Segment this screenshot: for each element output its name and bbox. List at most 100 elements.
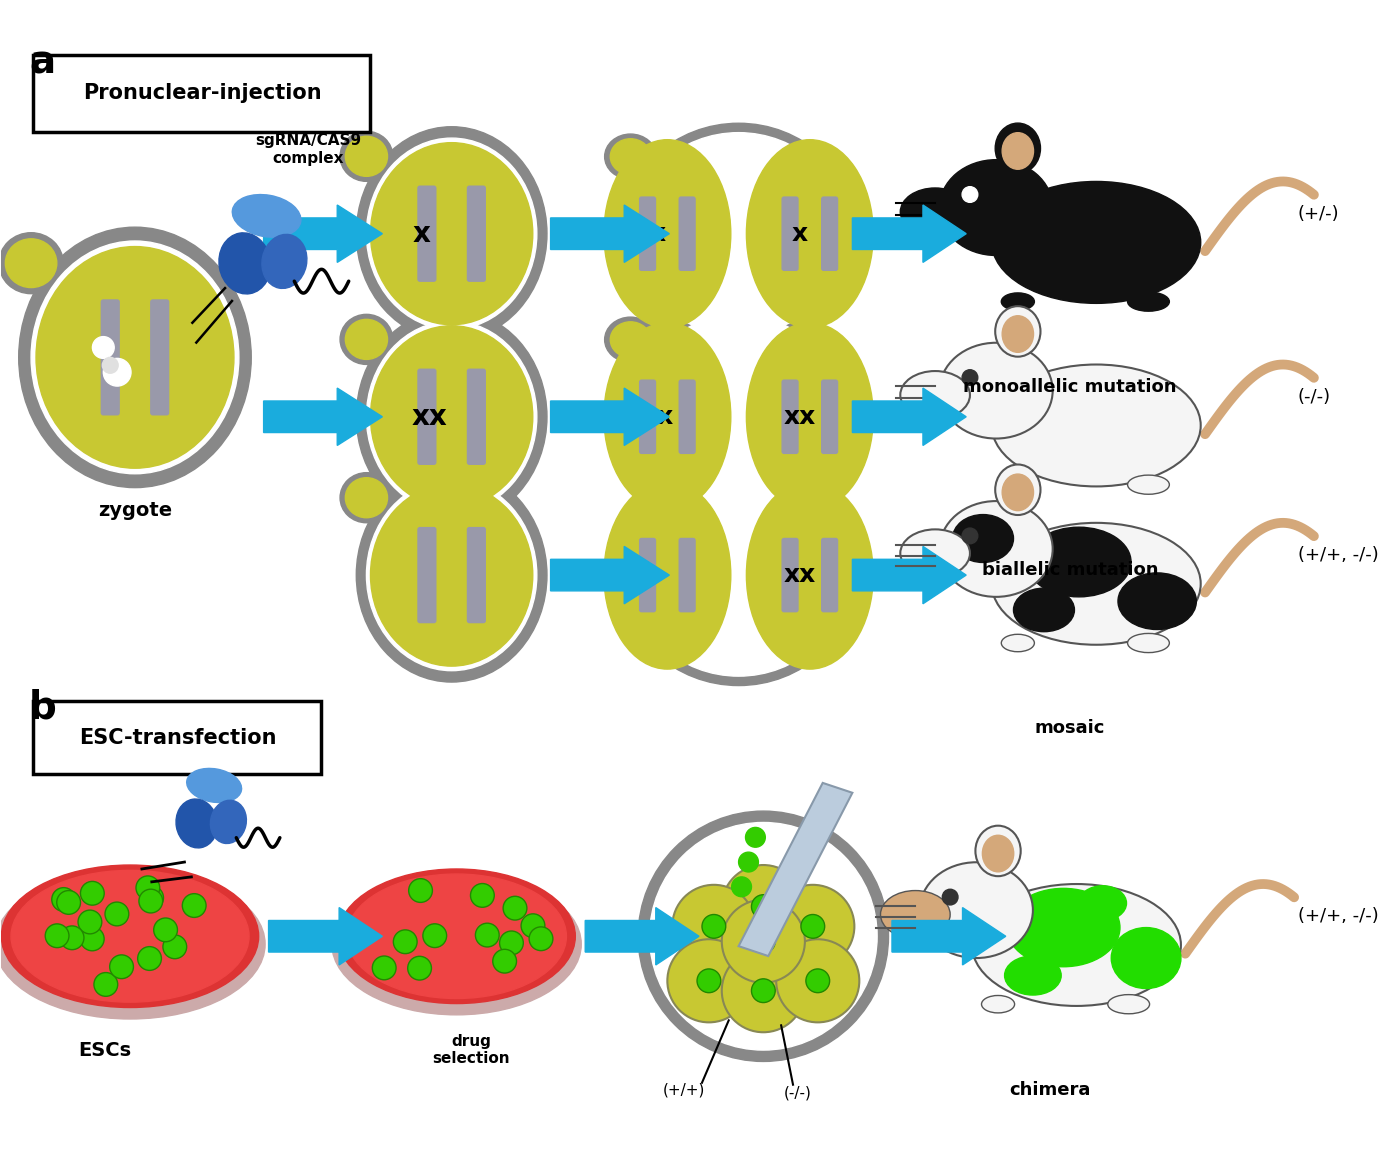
Ellipse shape [939,501,1053,596]
Text: x: x [413,219,431,247]
Circle shape [81,881,105,906]
FancyBboxPatch shape [33,55,371,132]
Ellipse shape [631,316,847,518]
Circle shape [183,894,206,917]
FancyBboxPatch shape [467,527,485,622]
Text: zygote: zygote [98,502,172,520]
Circle shape [60,925,84,950]
FancyArrow shape [551,205,670,263]
Ellipse shape [1002,476,1034,494]
Ellipse shape [721,900,805,983]
Ellipse shape [1007,888,1120,966]
Ellipse shape [604,134,656,180]
Circle shape [492,949,516,973]
FancyArrow shape [852,546,967,603]
Ellipse shape [982,995,1014,1013]
Ellipse shape [776,939,859,1022]
FancyBboxPatch shape [679,538,695,612]
FancyBboxPatch shape [822,197,837,271]
Ellipse shape [340,131,393,181]
Text: biallelic mutation: biallelic mutation [982,561,1158,579]
Circle shape [140,886,163,909]
Ellipse shape [211,801,247,844]
Ellipse shape [604,317,656,362]
Circle shape [963,370,978,385]
Circle shape [103,358,131,386]
Ellipse shape [371,326,533,508]
Ellipse shape [1108,994,1149,1014]
Ellipse shape [650,823,877,1050]
Circle shape [752,929,776,953]
Ellipse shape [332,874,582,1015]
Text: (-/-): (-/-) [784,1085,812,1100]
Ellipse shape [371,484,533,666]
Ellipse shape [340,314,393,364]
Ellipse shape [621,464,857,685]
Ellipse shape [667,939,751,1022]
Ellipse shape [604,323,731,511]
Circle shape [423,924,446,948]
Ellipse shape [187,768,241,803]
Ellipse shape [995,123,1041,174]
Ellipse shape [721,949,805,1033]
Circle shape [745,827,766,847]
Circle shape [372,956,396,980]
Text: xx: xx [642,405,674,428]
Circle shape [93,972,117,997]
Ellipse shape [1112,928,1182,988]
Ellipse shape [995,464,1041,515]
Ellipse shape [992,181,1201,303]
Ellipse shape [219,233,271,294]
Text: xx: xx [784,405,816,428]
Ellipse shape [1002,316,1034,352]
Ellipse shape [1127,292,1169,312]
FancyBboxPatch shape [822,538,837,612]
Circle shape [138,946,162,971]
Ellipse shape [982,836,1014,872]
FancyArrow shape [551,389,670,446]
Text: ESCs: ESCs [78,1041,133,1060]
Ellipse shape [746,323,873,511]
Circle shape [752,895,776,918]
Text: mosaic: mosaic [1035,720,1105,738]
Circle shape [738,852,759,872]
FancyBboxPatch shape [783,197,798,271]
Ellipse shape [746,140,873,328]
FancyBboxPatch shape [679,380,695,453]
Ellipse shape [919,862,1032,958]
Text: (+/+, -/-): (+/+, -/-) [1297,546,1378,565]
Ellipse shape [610,139,650,175]
Ellipse shape [1004,956,1062,995]
Ellipse shape [1002,474,1034,511]
Ellipse shape [0,232,63,294]
Ellipse shape [1127,475,1169,495]
Ellipse shape [638,811,889,1062]
Text: (+/+): (+/+) [663,1082,706,1097]
Ellipse shape [36,246,234,468]
Circle shape [752,979,776,1002]
Circle shape [92,336,114,358]
Ellipse shape [900,188,970,236]
FancyBboxPatch shape [418,369,435,464]
Ellipse shape [346,477,388,518]
Ellipse shape [995,306,1041,357]
Ellipse shape [1002,293,1034,310]
Ellipse shape [880,890,950,938]
Ellipse shape [338,869,575,1004]
FancyArrow shape [264,205,382,263]
Ellipse shape [972,885,1182,1006]
Circle shape [698,969,721,993]
Ellipse shape [6,239,57,287]
Ellipse shape [900,371,970,419]
Polygon shape [738,783,852,956]
FancyBboxPatch shape [102,300,119,414]
Text: (+/+, -/-): (+/+, -/-) [1297,908,1378,925]
Ellipse shape [371,142,533,324]
Circle shape [522,914,545,937]
Ellipse shape [340,473,393,523]
Ellipse shape [367,480,537,671]
FancyBboxPatch shape [151,300,169,414]
Text: (-/-): (-/-) [1297,387,1331,406]
Ellipse shape [1,865,258,1007]
Circle shape [409,879,432,902]
